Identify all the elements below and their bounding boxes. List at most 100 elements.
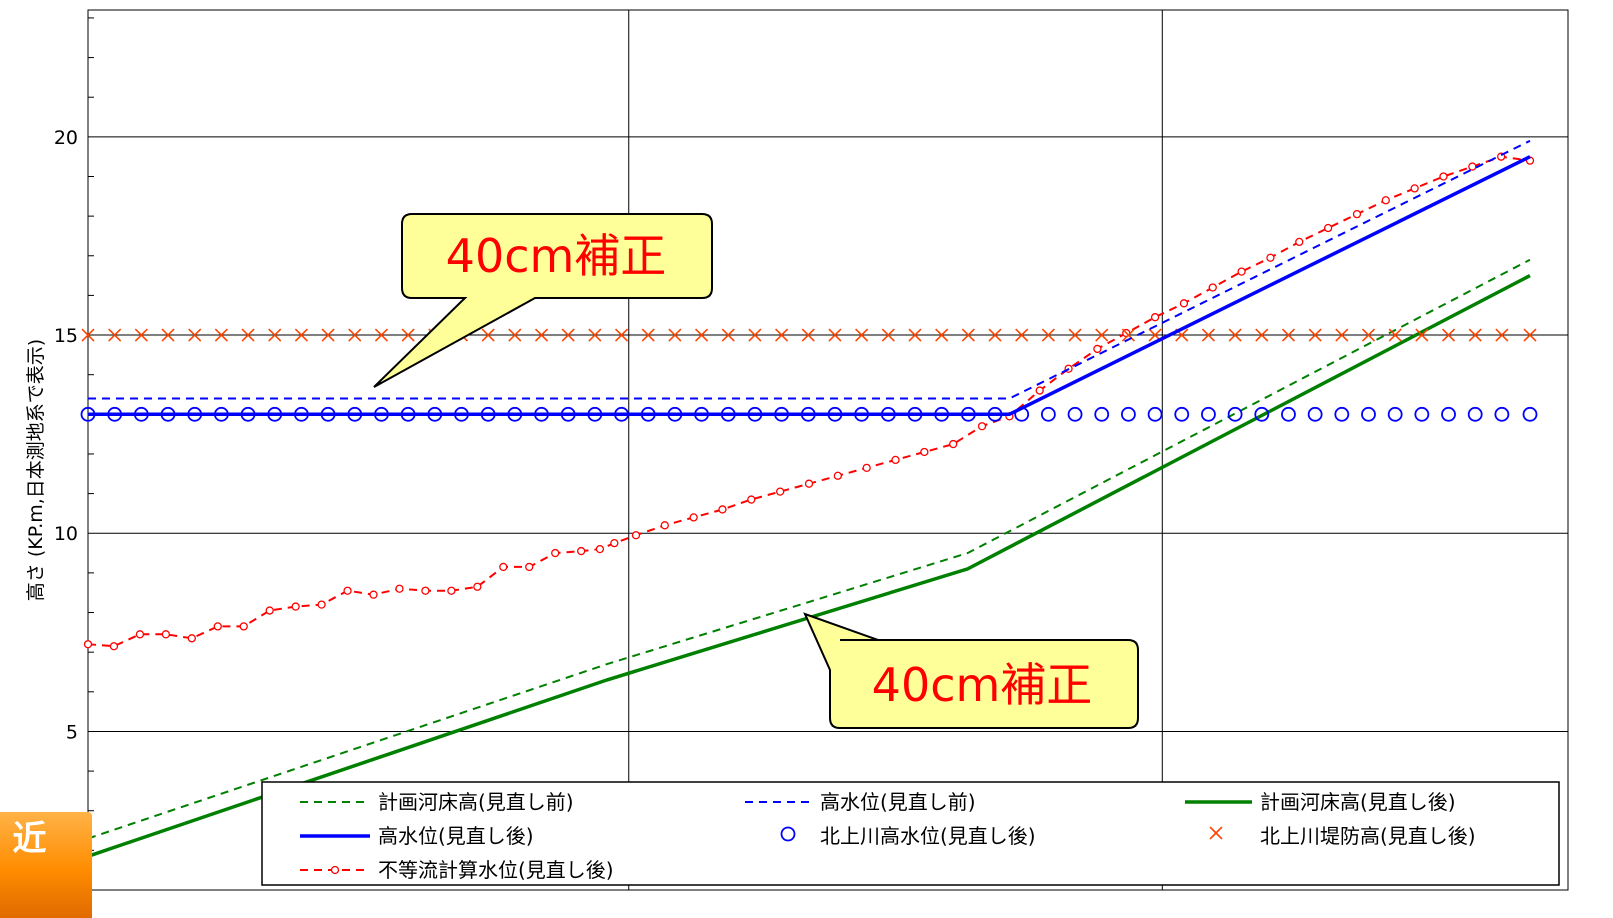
series-point-5	[1068, 328, 1082, 342]
series-point-6	[920, 447, 929, 457]
series-point-5	[668, 328, 682, 342]
series-point-5	[1041, 328, 1055, 342]
series-point-6	[1410, 184, 1419, 193]
legend-label-nonuniform: 不等流計算水位(見直し後)	[378, 858, 614, 882]
series-point-6	[473, 582, 482, 591]
series-point-6	[1035, 386, 1044, 395]
series-point-6	[949, 439, 958, 449]
plot-border	[87, 9, 1569, 891]
series-point-5	[935, 328, 949, 342]
series-point-4	[1334, 406, 1350, 422]
series-3	[88, 155, 1531, 417]
callout-upper-bubble	[373, 213, 713, 388]
series-point-5	[534, 328, 549, 342]
series-point-4	[1307, 406, 1323, 422]
series-point-6	[718, 505, 727, 514]
series-point-5	[1441, 328, 1456, 342]
y-axis-label: 高さ (KP.m,日本測地系で表示)	[25, 339, 47, 601]
series-point-5	[1335, 328, 1349, 342]
grid	[88, 10, 1568, 890]
series-point-5	[1015, 328, 1029, 342]
series-point-5	[988, 328, 1002, 342]
series-point-5	[1095, 328, 1109, 342]
series-point-5	[1361, 328, 1376, 342]
series-point-6	[525, 562, 534, 572]
series-point-5	[1495, 328, 1509, 342]
series-point-5	[855, 328, 869, 342]
series-point-4	[1040, 406, 1056, 422]
series-point-5	[81, 328, 95, 342]
series-point-6	[1266, 253, 1275, 262]
y-tick-label: 20	[54, 127, 78, 149]
series-point-5	[1255, 328, 1269, 342]
plot-area	[87, 9, 1569, 891]
series-line-2	[87, 274, 1531, 858]
series-point-5	[268, 328, 282, 342]
section-tab-label: 近	[6, 820, 46, 854]
series-point-6	[1295, 237, 1304, 247]
series-point-4	[1147, 406, 1163, 422]
series-point-6	[1352, 209, 1362, 219]
series-point-5	[321, 328, 335, 342]
series-point-4	[1254, 406, 1270, 422]
series-point-5	[801, 328, 815, 342]
series-point-4	[1467, 406, 1483, 422]
series-point-5	[188, 328, 202, 342]
series-point-5	[481, 328, 495, 342]
series-point-6	[109, 642, 119, 651]
series-point-4	[1441, 406, 1456, 422]
series-point-6	[291, 602, 300, 611]
series-line-1	[88, 139, 1531, 400]
series-point-6	[660, 521, 669, 530]
series-line-6	[87, 155, 1531, 648]
series-1	[88, 139, 1531, 400]
series-point-6	[1093, 344, 1102, 354]
series-point-5	[588, 328, 602, 342]
series-point-4	[1121, 406, 1136, 422]
series-point-5	[1121, 328, 1135, 342]
series-point-5	[614, 328, 629, 342]
series-point-5	[1201, 328, 1215, 342]
series-point-6	[862, 463, 871, 472]
series-point-5	[775, 328, 789, 342]
legend-label-kitakami-levee: 北上川堤防高(見直し後)	[1260, 824, 1476, 848]
series-point-5	[961, 328, 975, 342]
legend-label-hwl-after: 高水位(見直し後)	[378, 824, 534, 848]
series-point-5	[828, 328, 842, 342]
callout-lower-text: 40cm補正	[872, 658, 1093, 712]
series-point-5	[1415, 328, 1429, 342]
callout-lower-bubble	[803, 612, 1139, 729]
series-point-6	[239, 622, 248, 631]
series-point-6	[161, 630, 171, 639]
series-point-6	[369, 590, 378, 599]
series-0	[87, 258, 1531, 840]
legend-label-plan-bed-before: 計画河床高(見直し前)	[378, 790, 574, 814]
series-point-5	[401, 328, 415, 342]
legend-swatch-kitakami-hwl	[780, 826, 796, 842]
y-tick-label: 15	[54, 325, 78, 347]
series-point-5	[908, 328, 922, 342]
series-point-6	[421, 586, 430, 595]
series-point-5	[641, 328, 655, 342]
series-point-6	[1381, 196, 1390, 205]
series-point-6	[551, 548, 560, 558]
series-point-5	[241, 328, 255, 342]
legend-swatch-nonuniform-marker	[330, 865, 340, 875]
series-line-3	[88, 155, 1531, 417]
series-point-6	[610, 539, 619, 548]
series-point-6	[395, 584, 404, 593]
series-point-6	[595, 544, 605, 554]
series-point-6	[1439, 172, 1448, 181]
series-point-6	[1150, 313, 1160, 322]
series-point-6	[343, 586, 352, 595]
legend-swatch-kitakami-levee	[1209, 826, 1223, 840]
series-point-5	[881, 328, 895, 342]
series-layer	[80, 139, 1538, 858]
callout-lower: 40cm補正	[803, 612, 1139, 729]
series-point-4	[1414, 406, 1430, 422]
y-tick-label: 10	[54, 523, 78, 545]
series-point-6	[135, 630, 145, 639]
series-point-6	[747, 495, 756, 504]
series-point-6	[977, 422, 987, 431]
series-point-6	[1208, 283, 1217, 292]
